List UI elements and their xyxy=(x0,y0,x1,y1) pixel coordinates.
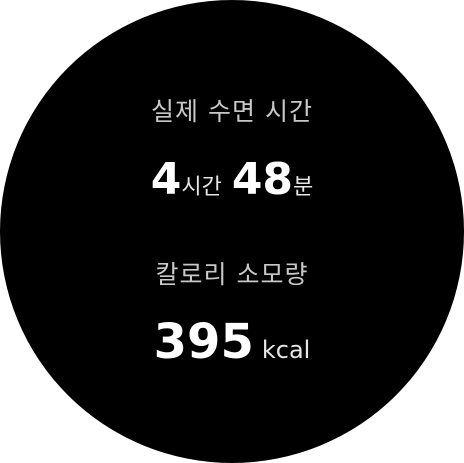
sleep-minutes-unit: 분 xyxy=(293,175,314,200)
sleep-hours-unit: 시간 xyxy=(181,175,222,200)
actual-sleep-time-value: 4시간 48분 xyxy=(0,154,464,205)
calories-burned-value: 395 xyxy=(153,314,254,370)
sleep-minutes-value: 48 xyxy=(231,154,294,205)
calories-burned-label: 칼로리 소모량 xyxy=(155,260,309,289)
actual-sleep-time-label: 실제 수면 시간 xyxy=(151,97,313,126)
calories-burned-value-row: 395 kcal xyxy=(0,314,464,370)
calories-unit: kcal xyxy=(261,336,311,364)
sleep-hours-value: 4 xyxy=(150,154,182,205)
